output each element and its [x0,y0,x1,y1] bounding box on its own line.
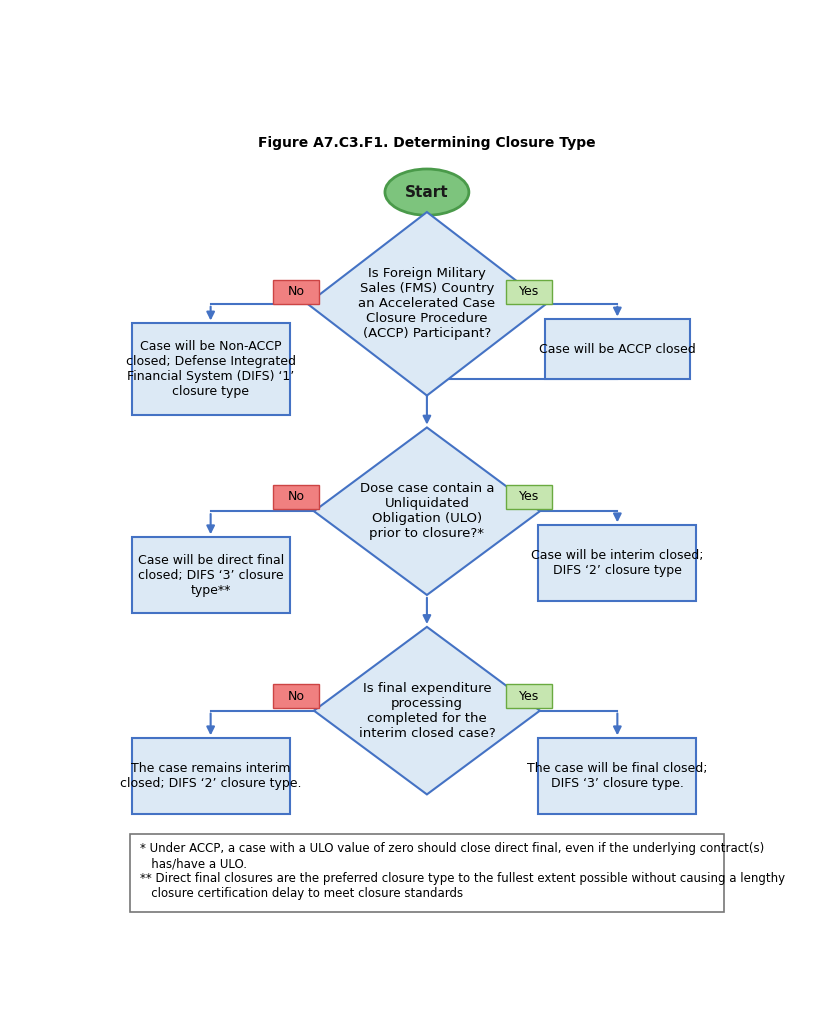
FancyBboxPatch shape [545,319,690,379]
Ellipse shape [385,169,469,215]
Text: No: No [287,690,304,702]
FancyBboxPatch shape [272,280,319,304]
FancyBboxPatch shape [506,485,552,509]
Polygon shape [314,428,540,595]
Text: Yes: Yes [519,490,539,503]
FancyBboxPatch shape [272,485,319,509]
FancyBboxPatch shape [506,685,552,709]
Text: Yes: Yes [519,690,539,702]
FancyBboxPatch shape [130,834,724,913]
FancyBboxPatch shape [132,537,290,613]
FancyBboxPatch shape [272,685,319,709]
Text: * Under ACCP, a case with a ULO value of zero should close direct final, even if: * Under ACCP, a case with a ULO value of… [140,842,785,900]
Text: Figure A7.C3.F1. Determining Closure Type: Figure A7.C3.F1. Determining Closure Typ… [258,137,596,150]
Text: Is final expenditure
processing
completed for the
interim closed case?: Is final expenditure processing complete… [358,682,496,740]
FancyBboxPatch shape [132,323,290,415]
FancyBboxPatch shape [538,525,696,601]
Text: Case will be direct final
closed; DIFS ‘3’ closure
type**: Case will be direct final closed; DIFS ‘… [137,553,284,597]
FancyBboxPatch shape [538,739,696,814]
FancyBboxPatch shape [132,739,290,814]
Text: Case will be interim closed;
DIFS ‘2’ closure type: Case will be interim closed; DIFS ‘2’ cl… [531,549,704,577]
Text: Case will be ACCP closed: Case will be ACCP closed [539,343,696,355]
Text: Case will be Non-ACCP
closed; Defense Integrated
Financial System (DIFS) ‘1’
clo: Case will be Non-ACCP closed; Defense In… [126,340,296,398]
Polygon shape [314,627,540,795]
Text: Is Foreign Military
Sales (FMS) Country
an Accelerated Case
Closure Procedure
(A: Is Foreign Military Sales (FMS) Country … [358,267,496,340]
Text: Yes: Yes [519,285,539,298]
Text: Start: Start [405,184,449,200]
Text: The case remains interim
closed; DIFS ‘2’ closure type.: The case remains interim closed; DIFS ‘2… [120,762,302,790]
FancyBboxPatch shape [506,280,552,304]
Text: The case will be final closed;
DIFS ‘3’ closure type.: The case will be final closed; DIFS ‘3’ … [527,762,707,790]
Polygon shape [307,212,546,396]
Text: No: No [287,490,304,503]
Text: No: No [287,285,304,298]
Text: Dose case contain a
Unliquidated
Obligation (ULO)
prior to closure?*: Dose case contain a Unliquidated Obligat… [360,482,494,540]
